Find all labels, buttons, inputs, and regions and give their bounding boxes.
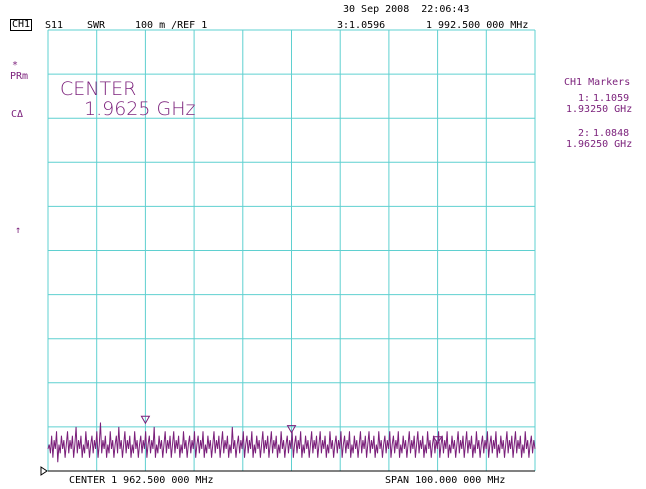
- reference-level-marker-icon: [40, 466, 48, 476]
- marker-2-index: 2:: [578, 128, 591, 139]
- center-annotation-value: 1.9625 GHz: [84, 98, 196, 120]
- center-annotation-label: CENTER: [60, 78, 137, 100]
- format-label: SWR: [87, 20, 106, 31]
- marker-triangle: [140, 415, 151, 425]
- marker-3-icon: [432, 436, 443, 445]
- center-frequency-label: CENTER 1 962.500 000 MHz: [69, 475, 214, 486]
- span-label: SPAN 100.000 000 MHz: [385, 475, 506, 486]
- scale-label: 100 m /REF 1: [135, 20, 208, 31]
- marker-1-icon: [140, 415, 151, 425]
- reference-arrow-icon: ↑: [15, 225, 22, 236]
- delta-annotation: CΔ: [11, 109, 24, 120]
- active-marker-frequency: 1 992.500 000 MHz: [426, 20, 529, 31]
- marker-2-value: 1.0848: [593, 128, 630, 139]
- marker-1-index: 1:: [578, 93, 591, 104]
- channel-indicator[interactable]: CH1: [10, 19, 33, 31]
- marker-triangle: [286, 425, 297, 434]
- prm-annotation: PRm: [10, 71, 29, 82]
- marker-2-frequency: 1.96250 GHz: [566, 139, 633, 150]
- active-marker-value: 3:1.0596: [337, 20, 386, 31]
- marker-2-icon: [286, 425, 297, 434]
- parameter-label: S11: [45, 20, 64, 31]
- marker-panel-title: CH1 Markers: [564, 77, 631, 88]
- swr-trace-line: [47, 422, 536, 463]
- marker-1-frequency: 1.93250 GHz: [566, 104, 633, 115]
- datetime: 30 Sep 2008 22:06:43: [343, 4, 470, 15]
- marker-triangle: [432, 436, 443, 445]
- marker-1-value: 1.1059: [593, 93, 630, 104]
- star-annotation: *: [12, 60, 19, 71]
